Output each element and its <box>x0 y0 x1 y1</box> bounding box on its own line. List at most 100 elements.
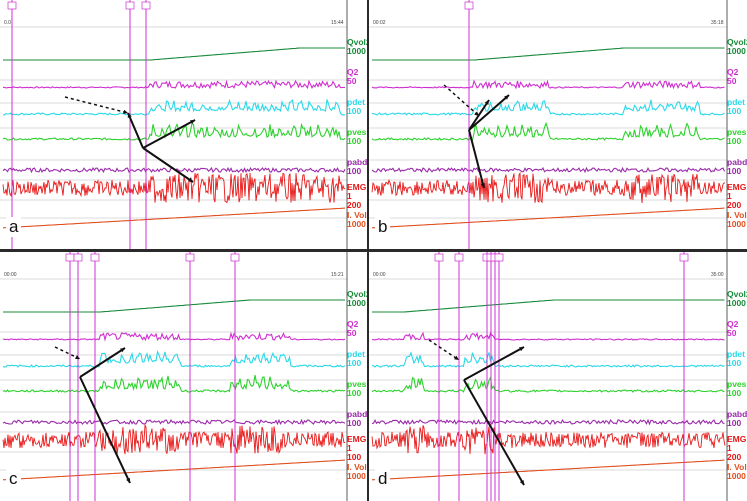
channel-label-pdet: pdet 100 <box>347 350 365 368</box>
solid-arrow <box>468 94 510 131</box>
uro-trace-svg <box>369 0 728 249</box>
channel-scale: 1000 <box>347 46 366 56</box>
channel-label-ivol: I. Vol 1000 <box>347 211 367 229</box>
channel-label-emg: EMG 1 200 <box>347 183 367 210</box>
trace-ivol <box>2 207 346 229</box>
trace-pdet <box>2 349 346 368</box>
channel-label-emg: EMG 1 200 <box>727 183 747 210</box>
solid-arrow <box>127 112 144 149</box>
trace-qvol <box>372 47 725 61</box>
time-right: 35:00 <box>711 272 724 278</box>
channel-scale: 200 <box>727 452 742 462</box>
channel-scale: 100 <box>727 388 742 398</box>
panel-a: Qvol21000Q250pdet100pves100pabd100EMG 12… <box>0 0 367 249</box>
channel-label-pabd: pabd 100 <box>347 158 367 176</box>
event-flag <box>65 253 75 262</box>
solid-arrow <box>463 346 525 381</box>
solid-arrow-head <box>120 348 125 353</box>
channel-label-pves: pves 100 <box>727 380 746 398</box>
channel-label-pves: pves 100 <box>347 380 366 398</box>
solid-arrow-head <box>519 347 524 352</box>
channel-scale: 1000 <box>347 471 366 481</box>
dashed-arrow-head <box>474 111 479 116</box>
channel-label-pdet: pdet 100 <box>727 98 745 116</box>
channel-scale: 100 <box>727 166 742 176</box>
channel-name: pdet <box>727 349 745 359</box>
channel-name: pabd <box>347 409 367 419</box>
dashed-arrow <box>443 84 480 117</box>
solid-arrow-head <box>190 120 195 125</box>
event-flag <box>679 253 689 262</box>
channel-scale: 100 <box>727 418 742 428</box>
channel-scale: 200 <box>347 200 362 210</box>
horizontal-separator <box>0 249 747 252</box>
channel-label-pdet: pdet 100 <box>727 350 745 368</box>
trace-ivol <box>371 459 725 481</box>
channel-label-qvol: Qvol21000 <box>727 38 747 56</box>
time-right: 15:44 <box>331 20 344 26</box>
trace-qvol <box>372 299 725 313</box>
channel-label-pabd: pabd 100 <box>727 410 747 428</box>
channel-label-ivol: I. Vol 1000 <box>727 211 747 229</box>
channel-scale: 100 <box>727 136 742 146</box>
trace-pves <box>2 122 346 141</box>
channel-name: EMG 1 <box>727 182 747 201</box>
channel-label-ivol: I. Vol 1000 <box>727 463 747 481</box>
solid-arrow <box>79 376 131 484</box>
channel-scale: 1000 <box>727 46 746 56</box>
panel-c: Qvol21000Q250pdet100pves100pabd100EMG 11… <box>0 252 367 501</box>
channel-scale: 1000 <box>347 219 366 229</box>
dashed-arrow <box>64 96 129 114</box>
channel-name: pves <box>727 379 747 389</box>
channel-name: I. Vol <box>727 462 747 472</box>
time-left: 0.0 <box>4 20 11 26</box>
channel-name: I. Vol <box>347 462 367 472</box>
channel-label-pves: pves 100 <box>347 128 366 146</box>
solid-arrow <box>142 147 194 183</box>
event-flag <box>141 1 151 10</box>
channel-name: pdet <box>727 97 745 107</box>
trace-emg <box>371 425 726 455</box>
channel-label-qvol: Qvol21000 <box>347 290 367 308</box>
trace-pabd <box>371 166 726 174</box>
channel-name: pves <box>347 379 367 389</box>
channel-label-pabd: pabd 100 <box>347 410 367 428</box>
trace-ivol <box>371 207 725 229</box>
solid-arrow-head <box>126 478 131 483</box>
channel-scale: 50 <box>347 76 357 86</box>
dashed-arrow <box>428 339 460 361</box>
channel-scale: 50 <box>727 76 737 86</box>
channel-name: EMG 1 <box>347 182 367 201</box>
channel-label-pabd: pabd 100 <box>727 158 747 176</box>
channel-label-q2: Q2 50 <box>347 68 358 86</box>
dashed-arrow-head <box>75 355 80 360</box>
channel-scale: 1000 <box>727 471 746 481</box>
channel-label-pves: pves 100 <box>727 128 746 146</box>
channel-scale: 100 <box>347 166 362 176</box>
trace-emg <box>2 172 346 204</box>
channel-scale: 50 <box>727 328 737 338</box>
event-flag <box>230 253 240 262</box>
solid-arrow-head <box>188 177 193 182</box>
trace-pabd <box>2 418 346 426</box>
channel-scale: 100 <box>347 452 362 462</box>
trace-ivol <box>2 459 346 481</box>
time-left: 00:02 <box>373 20 386 26</box>
solid-arrow <box>468 99 490 131</box>
channel-name: Q2 <box>727 319 739 329</box>
channel-label-q2: Q2 50 <box>727 320 738 338</box>
channel-name: pabd <box>347 157 367 167</box>
channel-scale: 100 <box>727 358 742 368</box>
channel-scale: 1000 <box>727 219 746 229</box>
channel-scale: 100 <box>347 106 362 116</box>
trace-emg <box>2 423 346 455</box>
channel-label-qvol: Qvol21000 <box>347 38 367 56</box>
event-flag <box>7 1 17 10</box>
channel-name: pabd <box>727 409 747 419</box>
solid-arrow <box>79 347 126 378</box>
channel-scale: 100 <box>727 106 742 116</box>
channel-name: Qvol2 <box>727 289 747 299</box>
solid-arrow <box>463 379 525 486</box>
solid-arrow-head <box>480 183 485 188</box>
channel-name: Qvol2 <box>347 37 367 47</box>
